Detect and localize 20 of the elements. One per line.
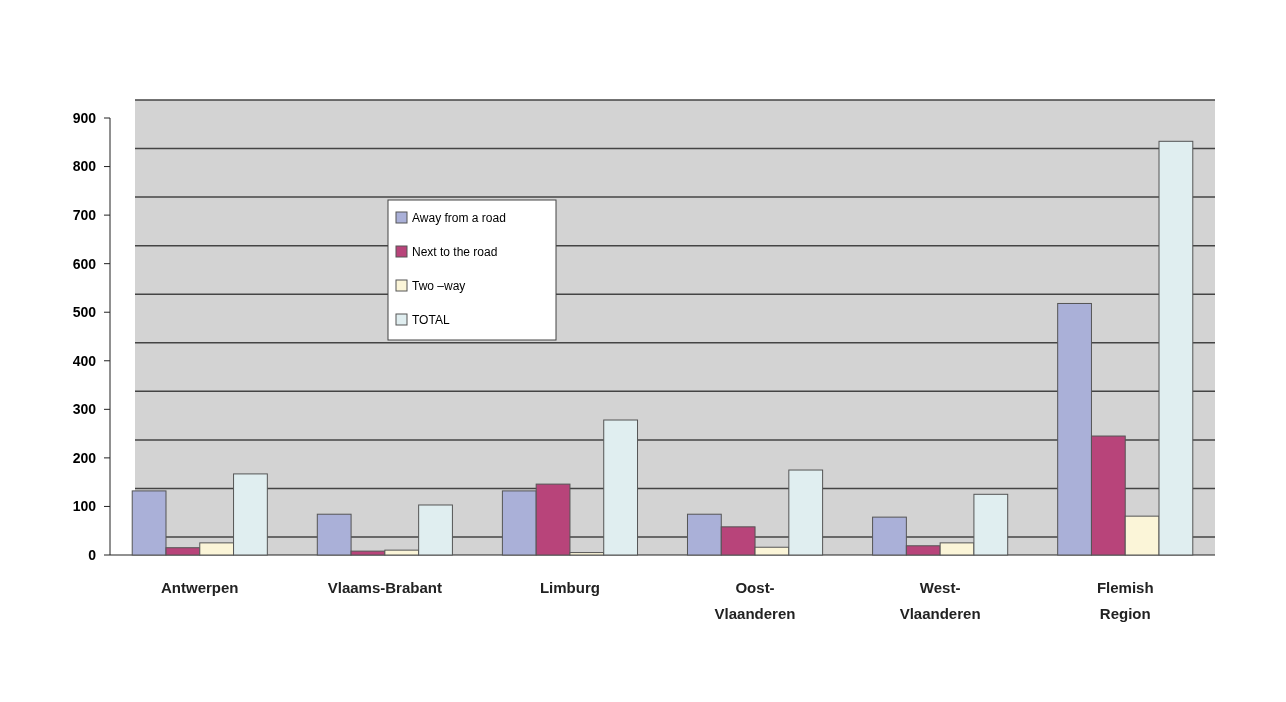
- legend-label: Two –way: [412, 279, 466, 294]
- y-tick-label: 0: [88, 546, 97, 563]
- x-tick-label: West- Vlaanderen: [899, 579, 981, 622]
- y-tick-label: 500: [72, 304, 97, 321]
- y-tick-label: 100: [72, 498, 97, 515]
- x-tick-label: Antwerpen: [161, 579, 239, 596]
- x-tick-label: Flemish Region: [1096, 579, 1154, 622]
- legend-label: Next to the road: [412, 245, 498, 260]
- y-tick-label: 700: [72, 207, 97, 224]
- x-tick-label: Oost- Vlaanderen: [714, 579, 796, 622]
- y-tick-label: 300: [72, 401, 97, 418]
- legend-label: Away from a road: [412, 211, 506, 226]
- legend-label: TOTAL: [412, 313, 450, 328]
- y-tick-label: 800: [72, 158, 97, 175]
- x-tick-label: Limburg: [539, 579, 600, 596]
- x-tick-label: Vlaams-Brabant: [327, 579, 442, 596]
- y-tick-label: 600: [72, 255, 97, 272]
- y-tick-label: 900: [72, 109, 97, 126]
- y-tick-label: 400: [72, 352, 97, 369]
- y-tick-label: 200: [72, 449, 97, 466]
